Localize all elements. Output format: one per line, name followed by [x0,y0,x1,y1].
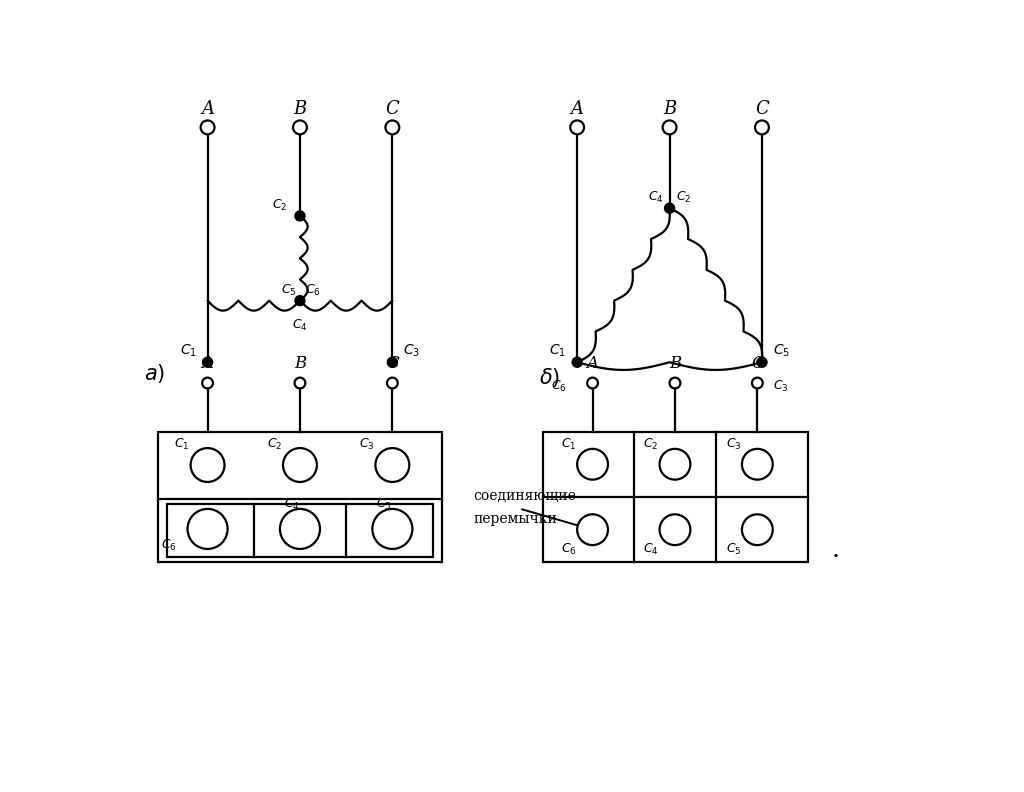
Circle shape [283,448,316,482]
Circle shape [665,204,675,213]
Circle shape [295,211,305,221]
Circle shape [572,357,583,367]
Bar [543,432,808,562]
Text: $C_4$: $C_4$ [284,497,299,512]
Text: C: C [386,356,398,372]
Circle shape [190,448,224,482]
Circle shape [742,449,773,480]
Circle shape [752,378,763,388]
Text: $C_6$: $C_6$ [162,538,177,553]
Circle shape [385,120,399,135]
Text: C: C [751,356,764,372]
Circle shape [570,120,584,135]
Text: $C_6$: $C_6$ [561,542,577,557]
Text: C: C [385,100,399,118]
Text: перемычки: перемычки [473,512,557,526]
Circle shape [387,378,397,388]
Text: .: . [831,539,840,562]
Circle shape [742,514,773,545]
Text: $C_5$: $C_5$ [281,283,296,298]
Circle shape [659,514,690,545]
Text: $a)$: $a)$ [144,362,166,386]
Bar [158,432,442,562]
Text: $C_4$: $C_4$ [643,542,658,557]
Circle shape [203,357,213,367]
Text: B: B [663,100,676,118]
Circle shape [659,449,690,480]
Circle shape [587,378,598,388]
Text: $C_5$: $C_5$ [726,542,741,557]
Circle shape [670,378,680,388]
Text: $C_4$: $C_4$ [648,190,664,205]
Circle shape [295,378,305,388]
Circle shape [187,509,227,549]
Circle shape [755,120,769,135]
Text: A: A [202,356,214,372]
Text: $C_5$: $C_5$ [376,497,392,512]
Circle shape [280,509,319,549]
Circle shape [578,514,608,545]
Text: A: A [201,100,214,118]
Text: $C_3$: $C_3$ [403,343,420,359]
Circle shape [757,357,767,367]
Text: $C_3$: $C_3$ [773,379,788,394]
Circle shape [663,120,677,135]
Circle shape [293,120,307,135]
Bar [167,504,433,557]
Text: $C_2$: $C_2$ [676,190,691,205]
Text: $C_1$: $C_1$ [174,437,189,452]
Text: C: C [755,100,769,118]
Text: B: B [669,356,681,372]
Text: соединяющие: соединяющие [473,489,577,502]
Circle shape [295,295,305,306]
Text: B: B [294,356,306,372]
Text: $C_3$: $C_3$ [726,437,741,452]
Text: $C_2$: $C_2$ [643,437,658,452]
Circle shape [201,120,214,135]
Circle shape [578,449,608,480]
Circle shape [373,509,413,549]
Text: $C_1$: $C_1$ [550,343,566,359]
Text: $\delta)$: $\delta)$ [539,366,560,389]
Text: $C_2$: $C_2$ [267,437,283,452]
Text: $C_4$: $C_4$ [292,318,308,333]
Text: B: B [293,100,306,118]
Text: A: A [570,100,584,118]
Text: $C_1$: $C_1$ [180,343,197,359]
Text: $C_3$: $C_3$ [359,437,375,452]
Text: $C_5$: $C_5$ [773,343,790,359]
Circle shape [376,448,410,482]
Circle shape [202,378,213,388]
Text: $C_6$: $C_6$ [305,283,322,298]
Text: $C_1$: $C_1$ [561,437,577,452]
Circle shape [387,357,397,367]
Text: A: A [587,356,599,372]
Text: $C_2$: $C_2$ [271,198,287,213]
Text: $C_6$: $C_6$ [551,379,566,394]
